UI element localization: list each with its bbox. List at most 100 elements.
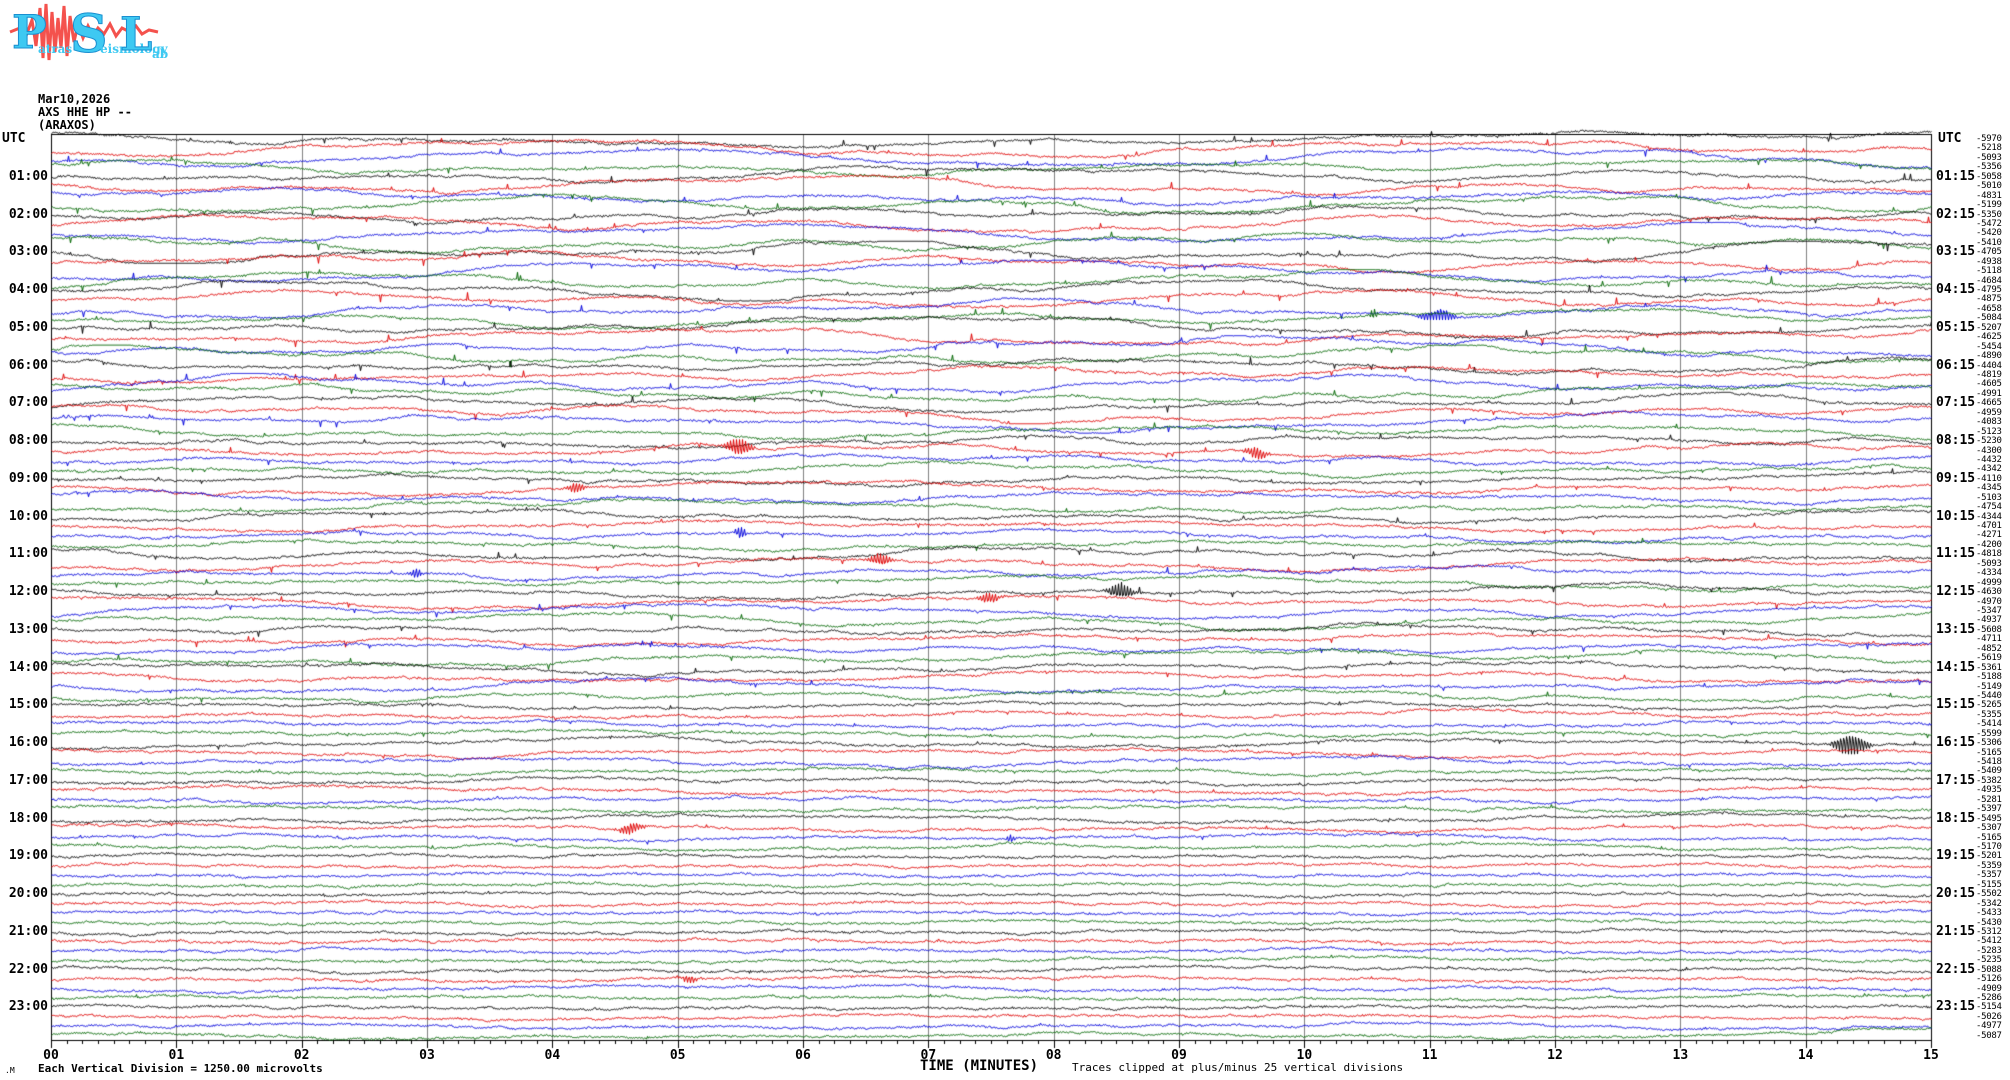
header-site: (ARAXOS) bbox=[38, 118, 96, 132]
trace-end-value: -5420 bbox=[1976, 228, 2002, 239]
hour-label-left: 12:00 bbox=[8, 584, 48, 600]
hour-label-right: 12:15 bbox=[1936, 584, 1976, 600]
minute-tick-label: 09 bbox=[1171, 1048, 1187, 1063]
trace-end-value: -4300 bbox=[1976, 445, 2002, 456]
trace-end-value: -5355 bbox=[1976, 709, 2002, 720]
trace-end-value: -5165 bbox=[1976, 747, 2002, 758]
hour-label-left: 17:00 bbox=[8, 772, 48, 788]
trace-end-value: -5123 bbox=[1976, 426, 2002, 437]
trace-end-value: -5283 bbox=[1976, 945, 2002, 956]
trace-end-value: -4935 bbox=[1976, 785, 2002, 796]
trace-end-value: -5149 bbox=[1976, 681, 2002, 692]
trace-end-value: -4711 bbox=[1976, 634, 2002, 645]
hour-label-left: 10:00 bbox=[8, 508, 48, 524]
trace-end-value: -5312 bbox=[1976, 926, 2002, 937]
trace-end-value: -4909 bbox=[1976, 983, 2002, 994]
trace-end-value: -5414 bbox=[1976, 719, 2002, 730]
minute-tick-label: 07 bbox=[920, 1048, 937, 1063]
trace-end-value: -5440 bbox=[1976, 690, 2002, 701]
trace-end-value: -5454 bbox=[1976, 341, 2002, 352]
minute-tick-label: 01 bbox=[168, 1048, 185, 1063]
trace-end-value: -5350 bbox=[1976, 209, 2002, 220]
hour-label-right: 17:15 bbox=[1936, 772, 1976, 788]
utc-label-left: UTC bbox=[2, 131, 26, 146]
trace-end-value: -5359 bbox=[1976, 860, 2002, 871]
trace-end-value: -5281 bbox=[1976, 794, 2002, 805]
minute-tick-label: 06 bbox=[795, 1048, 811, 1063]
hour-label-right: 07:15 bbox=[1936, 395, 1976, 411]
minute-tick-label: 04 bbox=[544, 1048, 561, 1063]
hour-label-left: 19:00 bbox=[8, 848, 48, 864]
trace-end-value: -4200 bbox=[1976, 539, 2002, 550]
hour-label-left: 05:00 bbox=[8, 319, 48, 335]
hour-label-right: 15:15 bbox=[1936, 697, 1976, 713]
trace-end-value: -4701 bbox=[1976, 521, 2002, 532]
trace-end-value: -4334 bbox=[1976, 568, 2002, 579]
hour-label-left: 23:00 bbox=[8, 999, 48, 1015]
hour-label-left: 20:00 bbox=[8, 886, 48, 902]
trace-end-value: -5230 bbox=[1976, 436, 2002, 447]
trace-end-value: -4819 bbox=[1976, 370, 2002, 380]
minute-tick-label: 13 bbox=[1672, 1048, 1689, 1063]
trace-end-value: -4110 bbox=[1976, 473, 2002, 484]
trace-end-value: -4630 bbox=[1976, 587, 2002, 598]
trace-end-value: -4937 bbox=[1976, 615, 2002, 626]
trace-end-value: -5084 bbox=[1976, 313, 2002, 324]
trace-end-value: -4432 bbox=[1976, 454, 2002, 465]
trace-end-value: -5093 bbox=[1976, 558, 2002, 569]
trace-end-value: -4271 bbox=[1976, 530, 2002, 541]
hour-label-left: 03:00 bbox=[8, 244, 48, 260]
psl-logo: P atras S eismology L ab bbox=[9, 4, 168, 64]
hour-label-left: 06:00 bbox=[8, 357, 48, 373]
trace-end-value: -4875 bbox=[1976, 294, 2002, 305]
trace-end-value: -5170 bbox=[1976, 842, 2002, 852]
hour-label-right: 23:15 bbox=[1936, 999, 1976, 1015]
trace-end-value: -4795 bbox=[1976, 285, 2002, 296]
hour-label-left: 09:00 bbox=[8, 470, 48, 486]
trace-end-value: -5218 bbox=[1976, 143, 2002, 154]
hour-label-left: 18:00 bbox=[8, 810, 48, 826]
trace-end-value: -5970 bbox=[1976, 134, 2002, 144]
trace-end-value: -5433 bbox=[1976, 908, 2002, 919]
trace-end-value: -5026 bbox=[1976, 1011, 2002, 1022]
x-axis-title: TIME (MINUTES) bbox=[920, 1058, 1039, 1074]
trace-end-value: -5103 bbox=[1976, 492, 2002, 503]
trace-end-value: -5306 bbox=[1976, 738, 2002, 749]
trace-end-value: -4665 bbox=[1976, 398, 2002, 409]
hour-label-right: 05:15 bbox=[1936, 319, 1976, 335]
hour-label-left: 04:00 bbox=[8, 282, 48, 298]
logo-word-seismology: eismology bbox=[100, 42, 168, 56]
trace-end-value: -4959 bbox=[1976, 407, 2002, 418]
minute-tick-label: 15 bbox=[1923, 1048, 1939, 1063]
hour-label-right: 16:15 bbox=[1936, 735, 1976, 751]
trace-end-value: -4404 bbox=[1976, 360, 2002, 371]
hour-label-right: 04:15 bbox=[1936, 282, 1976, 298]
minute-tick-label: 11 bbox=[1421, 1048, 1438, 1063]
trace-end-value: -5188 bbox=[1976, 672, 2002, 683]
hour-label-left: 14:00 bbox=[8, 659, 48, 675]
trace-end-value: -4890 bbox=[1976, 351, 2002, 362]
trace-end-value: -5058 bbox=[1976, 171, 2002, 182]
trace-end-value: -4625 bbox=[1976, 332, 2002, 343]
hour-label-right: 18:15 bbox=[1936, 810, 1976, 826]
trace-end-value: -5201 bbox=[1976, 851, 2002, 862]
hour-label-left: 07:00 bbox=[8, 395, 48, 411]
hour-label-right: 01:15 bbox=[1936, 168, 1976, 184]
trace-end-value: -5155 bbox=[1976, 879, 2002, 890]
utc-label-right: UTC bbox=[1938, 131, 1962, 146]
hour-label-right: 14:15 bbox=[1936, 659, 1976, 675]
logo-letter-l: L bbox=[120, 7, 152, 61]
hour-label-right: 21:15 bbox=[1936, 923, 1976, 939]
trace-end-value: -5010 bbox=[1976, 181, 2002, 192]
minute-tick-label: 05 bbox=[669, 1048, 686, 1063]
corner-mark: .M bbox=[5, 1066, 15, 1075]
hour-label-right: 03:15 bbox=[1936, 244, 1976, 260]
hour-label-left: 16:00 bbox=[8, 735, 48, 751]
hour-label-left: 08:00 bbox=[8, 433, 48, 449]
trace-end-value: -5397 bbox=[1976, 804, 2002, 815]
trace-end-value: -4818 bbox=[1976, 549, 2002, 560]
logo-letter-p: P bbox=[12, 5, 47, 59]
trace-end-value: -4999 bbox=[1976, 577, 2002, 588]
header-date: Mar10,2026 bbox=[38, 92, 111, 106]
clip-note: Traces clipped at plus/minus 25 vertical… bbox=[1072, 1061, 1404, 1074]
